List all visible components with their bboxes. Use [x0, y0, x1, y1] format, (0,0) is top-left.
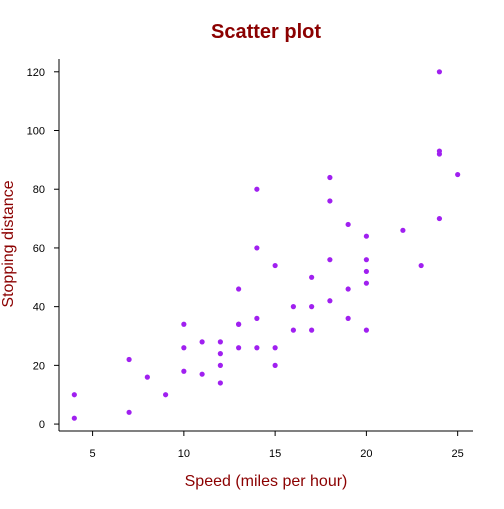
data-point [363, 268, 369, 275]
x-axis-label: Speed (miles per hour) [185, 473, 348, 490]
data-point [126, 409, 132, 415]
data-point [199, 371, 205, 377]
chart-title: Scatter plot [211, 21, 321, 43]
x-tick-label: 20 [360, 448, 372, 460]
y-tick-label: 80 [33, 184, 45, 196]
data-point [418, 262, 424, 269]
data-point [345, 286, 351, 292]
data-point [181, 345, 187, 351]
data-point [290, 327, 296, 333]
data-point [163, 392, 169, 398]
data-point [400, 227, 406, 233]
y-tick-label: 40 [33, 302, 45, 314]
data-point [272, 345, 278, 351]
data-point [199, 339, 205, 345]
data-point [272, 262, 278, 269]
data-point [290, 304, 296, 310]
x-tick-label: 15 [269, 448, 281, 460]
data-point [217, 380, 223, 386]
data-point [327, 198, 333, 204]
y-tick-label: 60 [33, 243, 45, 255]
points-layer [71, 69, 461, 421]
data-point [254, 315, 260, 321]
axes-layer [58, 59, 473, 432]
data-point [309, 274, 315, 280]
data-point [236, 345, 242, 351]
data-point [309, 304, 315, 310]
data-point [363, 257, 369, 263]
x-tick-label: 5 [90, 448, 96, 460]
data-point [217, 339, 223, 345]
x-tick-label: 10 [178, 448, 190, 460]
data-point [254, 345, 260, 351]
data-point [327, 257, 333, 263]
ticks-layer: 5 10 15 20 25 0 20 40 60 80 100 120 [27, 67, 464, 460]
data-point [436, 215, 443, 222]
data-point [144, 374, 150, 380]
data-point [345, 221, 351, 228]
data-point [236, 321, 242, 327]
data-point [436, 69, 443, 75]
data-point [236, 286, 242, 292]
data-point [181, 368, 187, 374]
data-point [436, 148, 443, 154]
data-point [345, 315, 351, 321]
data-point [217, 351, 223, 357]
y-axis-label: Stopping distance [0, 180, 17, 307]
data-point [181, 321, 187, 327]
data-point [327, 298, 333, 304]
data-point [309, 327, 315, 333]
y-tick-label: 0 [39, 419, 45, 431]
y-tick-label: 20 [33, 360, 45, 372]
data-point [455, 171, 461, 178]
x-tick-label: 25 [452, 448, 464, 460]
data-point [363, 233, 369, 239]
data-point [363, 280, 369, 286]
data-point [71, 415, 77, 421]
data-point [217, 362, 223, 368]
data-point [363, 327, 369, 333]
data-point [254, 245, 260, 251]
data-point [254, 186, 260, 192]
data-point [327, 174, 333, 181]
y-tick-label: 100 [27, 126, 45, 138]
data-point [71, 392, 77, 398]
data-point [272, 362, 278, 368]
data-point [126, 356, 132, 363]
y-tick-label: 120 [27, 67, 45, 79]
